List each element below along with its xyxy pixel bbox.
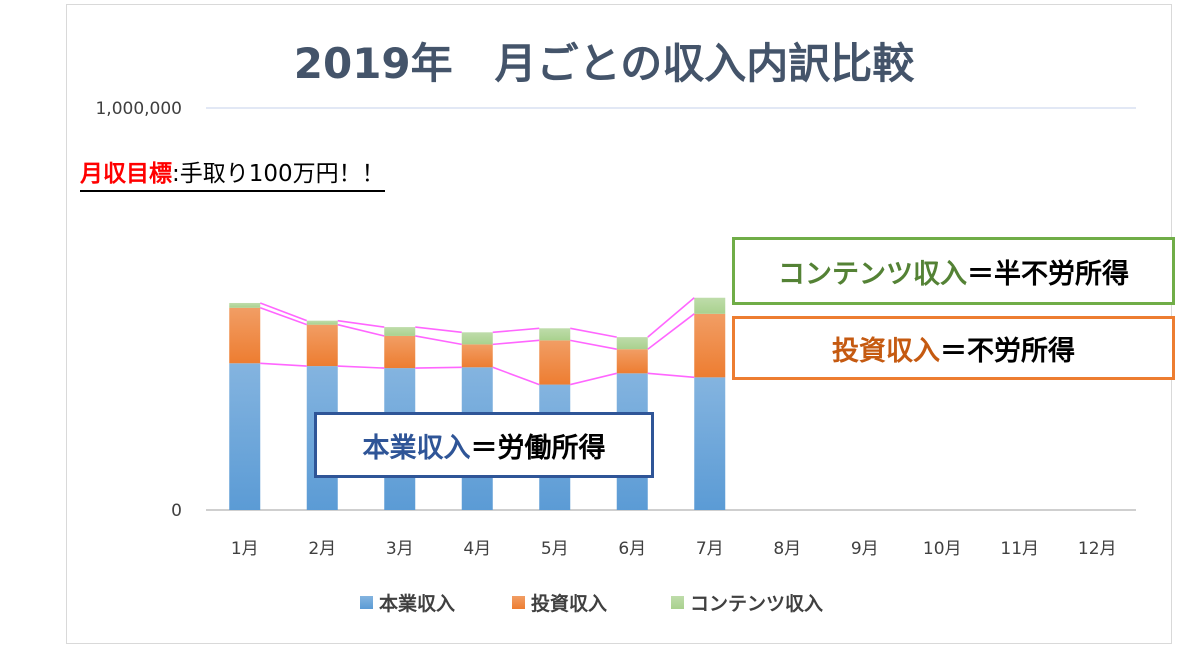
chart-title: 2019年 月ごとの収入内訳比較 <box>294 39 915 88</box>
callout-content-income: コンテンツ収入 ＝半不労所得 <box>732 237 1175 305</box>
series-line <box>259 307 308 326</box>
series-line <box>647 297 695 338</box>
x-tick-label: 11月 <box>1000 539 1039 559</box>
bar-segment <box>384 335 416 369</box>
x-tick-label: 12月 <box>1078 539 1117 559</box>
legend-label: コンテンツ収入 <box>690 593 823 615</box>
series-line <box>415 335 462 346</box>
bar-segment <box>384 327 416 336</box>
legend-label: 投資収入 <box>531 592 607 615</box>
series-line <box>260 362 307 367</box>
goal-annotation: 月収目標:手取り100万円！！ <box>80 158 385 192</box>
series-line <box>492 339 540 346</box>
y-tick-label: 0 <box>171 501 182 521</box>
x-axis-ticks: 1月 2月 3月 4月 5月 6月 7月 8月 9月 10月 11月 12月 <box>231 539 1117 559</box>
bar-segment <box>694 297 726 314</box>
bar-segment <box>306 324 338 367</box>
series-line <box>570 339 617 350</box>
series-line <box>492 366 540 386</box>
bar-segment <box>461 344 493 368</box>
bar-segment <box>539 340 571 385</box>
series-line <box>337 319 385 328</box>
bar-segment <box>616 337 648 350</box>
bar-segment <box>461 332 493 345</box>
goal-text: :手取り100万円！！ <box>172 161 385 187</box>
series-line <box>647 372 695 379</box>
series-line <box>570 372 617 386</box>
bar-segment <box>229 307 261 364</box>
legend-swatch <box>360 596 373 609</box>
x-tick-label: 9月 <box>851 539 879 559</box>
series-line <box>337 365 385 369</box>
x-tick-label: 7月 <box>696 539 724 559</box>
series-line <box>570 327 617 338</box>
callout-main-label: 本業収入 <box>362 432 471 464</box>
legend-label: 本業収入 <box>379 592 455 615</box>
x-tick-label: 6月 <box>618 539 646 559</box>
x-tick-label: 4月 <box>463 539 491 559</box>
x-tick-label: 8月 <box>773 539 801 559</box>
series-lines <box>259 297 695 386</box>
bar-segment <box>616 349 648 374</box>
bars <box>229 297 726 510</box>
x-tick-label: 5月 <box>541 539 569 559</box>
bar-segment <box>539 328 571 341</box>
legend: 本業収入 投資収入 コンテンツ収入 <box>360 592 823 615</box>
callout-main-income: 本業収入 ＝労働所得 <box>314 412 654 478</box>
callout-main-text: ＝労働所得 <box>470 432 606 464</box>
callout-investment-income: 投資収入 ＝不労所得 <box>732 316 1175 380</box>
callout-content-label: コンテンツ収入 <box>778 258 967 290</box>
x-tick-label: 10月 <box>923 539 962 559</box>
legend-swatch <box>671 596 684 609</box>
series-line <box>415 366 462 369</box>
x-tick-label: 1月 <box>231 539 259 559</box>
series-line <box>647 313 695 350</box>
bar-segment <box>694 313 726 378</box>
bar-segment <box>229 302 261 308</box>
callout-content-text: ＝半不労所得 <box>967 258 1129 290</box>
goal-label: 月収目標 <box>80 161 172 187</box>
series-line <box>415 326 462 334</box>
y-tick-label: 1,000,000 <box>95 99 182 119</box>
callout-invest-label: 投資収入 <box>832 335 940 367</box>
bar-segment <box>306 320 338 325</box>
bar-segment <box>694 377 726 510</box>
series-line <box>337 323 385 337</box>
x-tick-label: 3月 <box>386 539 414 559</box>
series-line <box>492 327 540 334</box>
grid-lines <box>206 107 1136 511</box>
x-tick-label: 2月 <box>308 539 336 559</box>
y-axis-ticks: 0 1,000,000 <box>95 99 182 521</box>
callout-invest-text: ＝不労所得 <box>940 335 1075 367</box>
bar-segment <box>229 363 261 510</box>
legend-swatch <box>512 596 525 609</box>
series-line <box>259 302 308 322</box>
